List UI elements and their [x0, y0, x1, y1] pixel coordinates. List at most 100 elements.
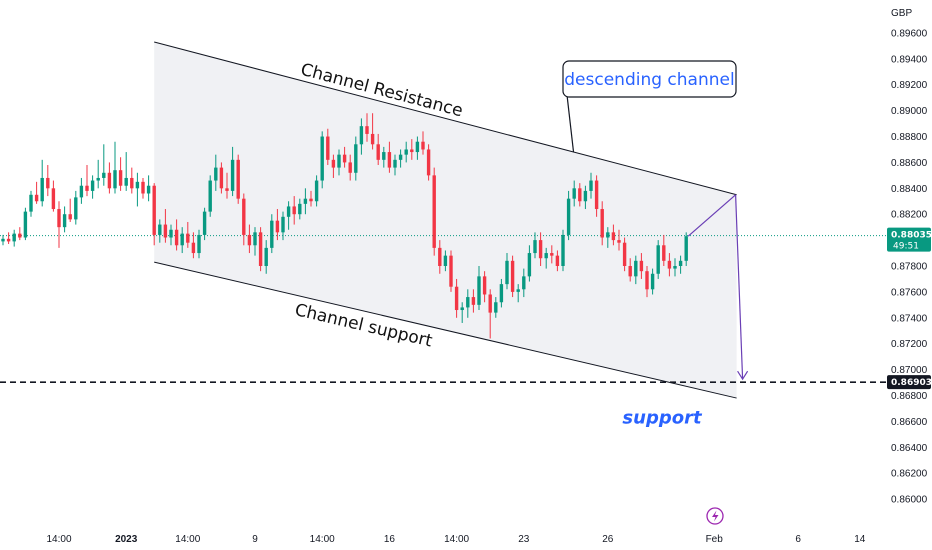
- candle[interactable]: [611, 224, 616, 246]
- candle[interactable]: [79, 177, 84, 204]
- candle[interactable]: [555, 250, 560, 272]
- candle[interactable]: [264, 240, 268, 274]
- candle[interactable]: [678, 255, 683, 274]
- candle[interactable]: [309, 190, 313, 207]
- candle[interactable]: [376, 133, 380, 166]
- candle[interactable]: [202, 207, 207, 241]
- candle[interactable]: [617, 229, 621, 251]
- candle[interactable]: [197, 229, 201, 259]
- candle[interactable]: [443, 250, 448, 272]
- candle[interactable]: [454, 278, 459, 318]
- candle[interactable]: [460, 302, 464, 323]
- candle[interactable]: [516, 284, 520, 303]
- candle[interactable]: [169, 224, 173, 246]
- candle[interactable]: [550, 245, 554, 264]
- candle[interactable]: [684, 232, 688, 266]
- candle[interactable]: [146, 175, 151, 202]
- candle[interactable]: [398, 149, 403, 168]
- candle[interactable]: [494, 297, 498, 318]
- candle[interactable]: [12, 229, 16, 247]
- candle[interactable]: [505, 253, 509, 290]
- candle[interactable]: [40, 159, 44, 207]
- candle[interactable]: [141, 177, 145, 199]
- candle[interactable]: [320, 131, 324, 189]
- candle[interactable]: [622, 237, 627, 272]
- candle[interactable]: [298, 198, 302, 220]
- candle[interactable]: [118, 157, 123, 191]
- candle[interactable]: [163, 209, 168, 243]
- candle[interactable]: [488, 289, 492, 339]
- candle[interactable]: [158, 219, 162, 243]
- candle[interactable]: [286, 201, 291, 230]
- candle[interactable]: [606, 227, 610, 248]
- channel-resistance-line[interactable]: [154, 41, 737, 196]
- candle[interactable]: [387, 141, 392, 173]
- candle[interactable]: [382, 146, 386, 168]
- candle[interactable]: [34, 181, 39, 204]
- candle[interactable]: [74, 190, 78, 225]
- candle[interactable]: [219, 162, 224, 194]
- candle[interactable]: [650, 268, 655, 295]
- candle[interactable]: [656, 240, 660, 279]
- candle[interactable]: [303, 188, 308, 215]
- candle[interactable]: [600, 201, 604, 246]
- candle[interactable]: [432, 167, 436, 256]
- candle[interactable]: [46, 165, 50, 197]
- channel-support-line[interactable]: [154, 261, 737, 399]
- candle[interactable]: [270, 214, 274, 254]
- candle[interactable]: [102, 144, 106, 186]
- candle[interactable]: [393, 154, 397, 176]
- candle[interactable]: [477, 266, 481, 311]
- candle[interactable]: [449, 250, 453, 292]
- candle[interactable]: [410, 139, 414, 160]
- candle[interactable]: [634, 255, 638, 285]
- candle[interactable]: [421, 131, 425, 155]
- candle[interactable]: [404, 141, 408, 163]
- candle[interactable]: [68, 198, 72, 222]
- candle[interactable]: [583, 185, 588, 210]
- candle[interactable]: [62, 206, 67, 233]
- candle[interactable]: [85, 165, 89, 197]
- candle[interactable]: [538, 232, 543, 266]
- candle[interactable]: [438, 240, 442, 274]
- candle[interactable]: [236, 154, 240, 204]
- candle[interactable]: [6, 232, 11, 244]
- candle[interactable]: [348, 154, 352, 181]
- candle[interactable]: [186, 221, 190, 248]
- candle[interactable]: [242, 193, 246, 246]
- candle[interactable]: [342, 146, 347, 168]
- candle[interactable]: [57, 201, 61, 248]
- candle[interactable]: [354, 136, 358, 181]
- candle[interactable]: [482, 271, 487, 303]
- candle[interactable]: [275, 209, 280, 241]
- callout[interactable]: descending channel: [562, 60, 737, 153]
- candle[interactable]: [51, 180, 56, 212]
- lightning-icon[interactable]: [706, 507, 724, 525]
- candle[interactable]: [331, 154, 336, 178]
- candle[interactable]: [191, 232, 196, 259]
- candle[interactable]: [1, 234, 5, 246]
- candle[interactable]: [337, 149, 341, 176]
- candle[interactable]: [572, 180, 576, 207]
- candle[interactable]: [527, 245, 532, 282]
- candle[interactable]: [174, 219, 179, 251]
- candle[interactable]: [258, 227, 263, 272]
- candle[interactable]: [566, 190, 571, 241]
- candle[interactable]: [370, 113, 375, 150]
- candle[interactable]: [365, 113, 369, 142]
- candle[interactable]: [639, 253, 644, 279]
- candle[interactable]: [561, 229, 565, 272]
- price-axis[interactable]: GBP 0.89600 0.89400 0.89200 0.89000 0.88800 0…: [891, 8, 928, 506]
- candle[interactable]: [594, 175, 599, 217]
- candle[interactable]: [230, 146, 235, 197]
- candle[interactable]: [124, 152, 128, 191]
- candle[interactable]: [314, 175, 319, 207]
- candle[interactable]: [578, 183, 582, 207]
- candle[interactable]: [292, 196, 296, 225]
- candle[interactable]: [466, 289, 470, 318]
- candle[interactable]: [326, 128, 330, 166]
- candle[interactable]: [589, 172, 593, 199]
- candle[interactable]: [667, 253, 672, 277]
- candle[interactable]: [214, 154, 218, 191]
